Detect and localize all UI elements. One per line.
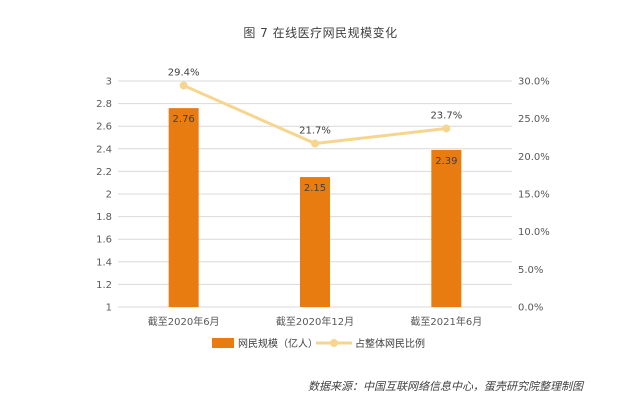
bar bbox=[168, 108, 199, 308]
left-tick-label: 2 bbox=[106, 190, 112, 201]
left-axis-ticks: 1 1.2 1.4 1.6 1.8 2 2.2 2.4 2.6 2.8 3 bbox=[96, 77, 112, 314]
left-tick-label: 3 bbox=[106, 77, 112, 88]
line-value-label: 29.4% bbox=[168, 68, 200, 79]
legend: 网民规模（亿人） 占整体网民比例 bbox=[212, 337, 425, 350]
line-value-label: 23.7% bbox=[430, 110, 462, 121]
legend-bar-swatch bbox=[212, 338, 234, 348]
bar-value-label: 2.15 bbox=[304, 183, 326, 194]
bar bbox=[300, 177, 330, 307]
left-tick-label: 1.6 bbox=[96, 235, 112, 246]
x-tick-label: 截至2020年6月 bbox=[148, 315, 220, 328]
x-tick-label: 截至2020年12月 bbox=[276, 315, 354, 328]
bar-value-label: 2.76 bbox=[173, 114, 195, 125]
line-point bbox=[442, 124, 451, 133]
left-tick-label: 2.2 bbox=[96, 167, 112, 178]
left-tick-label: 2.6 bbox=[96, 122, 112, 133]
line-point bbox=[311, 139, 319, 148]
line-series: 29.4% 21.7% 23.7% bbox=[168, 68, 462, 148]
right-tick-label: 30.0% bbox=[518, 77, 550, 88]
x-tick-label: 截至2021年6月 bbox=[410, 315, 482, 328]
legend-line-marker bbox=[330, 339, 338, 347]
bar-value-label: 2.39 bbox=[435, 156, 457, 167]
line-point bbox=[179, 81, 188, 90]
left-tick-label: 1.4 bbox=[96, 257, 112, 268]
legend-bar-label: 网民规模（亿人） bbox=[238, 337, 318, 350]
right-tick-label: 20.0% bbox=[518, 152, 550, 163]
bar-series: 2.76 2.15 2.39 bbox=[168, 108, 462, 308]
right-axis-ticks: 0.0% 5.0% 10.0% 15.0% 20.0% 25.0% 30.0% bbox=[518, 77, 550, 314]
right-tick-label: 0.0% bbox=[518, 303, 543, 314]
x-axis-labels: 截至2020年6月 截至2020年12月 截至2021年6月 bbox=[148, 315, 482, 328]
left-tick-label: 2.4 bbox=[96, 144, 112, 155]
right-tick-label: 25.0% bbox=[518, 114, 550, 125]
left-tick-label: 1 bbox=[106, 303, 112, 314]
right-tick-label: 15.0% bbox=[518, 190, 550, 201]
line-value-label: 21.7% bbox=[299, 126, 331, 137]
left-tick-label: 1.8 bbox=[96, 212, 112, 223]
right-tick-label: 5.0% bbox=[518, 265, 543, 276]
left-tick-label: 2.8 bbox=[96, 99, 112, 110]
right-tick-label: 10.0% bbox=[518, 227, 550, 238]
chart-title: 图 7 在线医疗网民规模变化 bbox=[243, 26, 398, 40]
left-tick-label: 1.2 bbox=[96, 280, 112, 291]
bar bbox=[431, 149, 462, 307]
source-note: 数据来源：中国互联网络信息中心，蛋壳研究院整理制图 bbox=[308, 380, 583, 393]
legend-line-label: 占整体网民比例 bbox=[355, 337, 425, 350]
